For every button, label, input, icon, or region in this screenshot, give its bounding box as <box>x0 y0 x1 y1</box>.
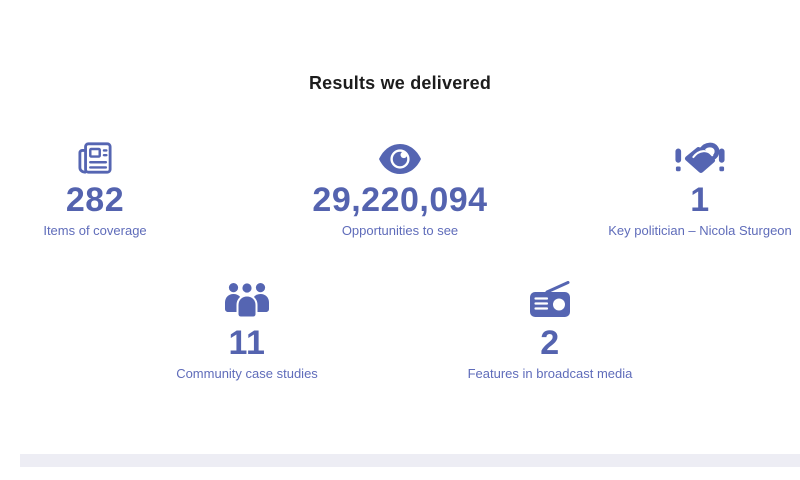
stat-broadcast-features: 2 Features in broadcast media <box>400 281 700 381</box>
people-group-icon <box>97 281 397 318</box>
eye-icon <box>250 138 550 175</box>
stat-value: 11 <box>228 324 266 362</box>
stat-label: Items of coverage <box>43 223 147 238</box>
stat-label: Opportunities to see <box>341 223 459 238</box>
stat-community-case-studies: 11 Community case studies <box>97 281 397 381</box>
handshake-icon <box>550 138 800 175</box>
radio-icon <box>400 281 700 318</box>
stat-label: Key politician – Nicola Sturgeon <box>608 223 792 238</box>
stat-label: Features in broadcast media <box>467 366 633 381</box>
stat-key-politician: 1 Key politician – Nicola Sturgeon <box>550 138 800 238</box>
bottom-progress-bar <box>20 454 800 467</box>
stat-items-of-coverage: 282 Items of coverage <box>0 138 245 238</box>
newspaper-icon <box>0 138 245 175</box>
stat-value: 29,220,094 <box>312 181 488 219</box>
stat-value: 1 <box>690 181 710 219</box>
stat-value: 2 <box>540 324 560 362</box>
stat-value: 282 <box>65 181 125 219</box>
page-title: Results we delivered <box>308 73 492 93</box>
stat-label: Community case studies <box>176 366 318 381</box>
stat-opportunities-to-see: 29,220,094 Opportunities to see <box>250 138 550 238</box>
